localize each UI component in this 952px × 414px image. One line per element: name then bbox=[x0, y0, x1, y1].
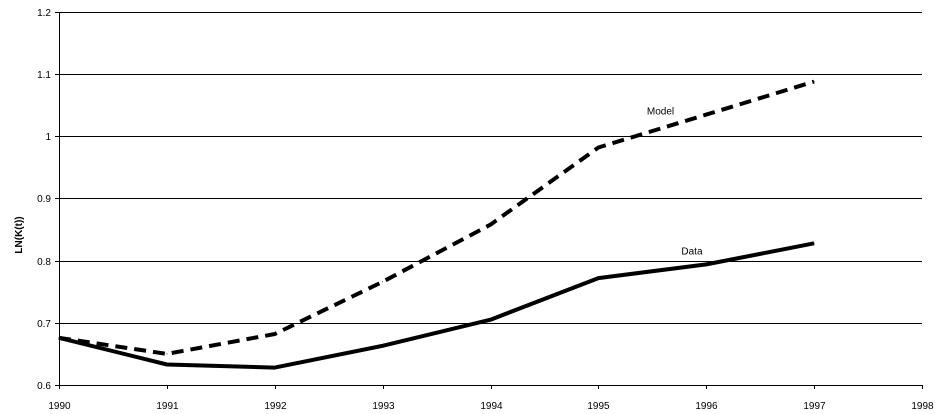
data-point-model bbox=[813, 81, 815, 83]
x-tick-label: 1990 bbox=[48, 401, 71, 412]
data-point-data bbox=[58, 337, 60, 339]
data-point-model bbox=[166, 353, 168, 355]
y-tick-label: 1 bbox=[45, 132, 51, 143]
data-point-model bbox=[274, 333, 276, 335]
data-point-data bbox=[274, 367, 276, 369]
y-tick-label: 0.9 bbox=[37, 194, 51, 205]
series-line-model bbox=[58, 79, 815, 356]
x-tick-label: 1993 bbox=[372, 401, 395, 412]
y-tick-label: 0.8 bbox=[37, 257, 51, 268]
gridlines bbox=[59, 12, 922, 324]
y-tick-label: 1.2 bbox=[37, 8, 51, 19]
axes bbox=[59, 12, 922, 386]
data-point-data bbox=[705, 263, 707, 265]
data-point-model bbox=[597, 147, 599, 148]
data-point-data bbox=[490, 319, 491, 321]
data-point-data bbox=[597, 277, 599, 279]
series-line-data bbox=[58, 241, 815, 370]
annotation-data: Data bbox=[681, 246, 703, 257]
data-point-model bbox=[382, 281, 384, 283]
x-tick-label: 1997 bbox=[803, 401, 826, 412]
data-point-model bbox=[490, 224, 491, 226]
y-tick-label: 0.6 bbox=[37, 381, 51, 392]
annotation-model: Model bbox=[647, 107, 674, 118]
x-tick-label: 1994 bbox=[480, 401, 503, 412]
tick-labels: 0.6 0.7 0.8 0.9 1 1.1 1.2 1990 1991 1992 1993 1994 1… bbox=[37, 8, 934, 412]
data-point-model bbox=[705, 114, 707, 116]
x-tick-label: 1991 bbox=[156, 401, 179, 412]
series-lines bbox=[58, 79, 815, 370]
data-point-data bbox=[382, 345, 384, 347]
y-tick-label: 1.1 bbox=[37, 70, 51, 81]
y-tick-label: 0.7 bbox=[37, 319, 51, 330]
data-point-data bbox=[813, 242, 815, 244]
x-tick-label: 1992 bbox=[264, 401, 287, 412]
x-tick-label: 1998 bbox=[911, 401, 934, 412]
x-tick-label: 1995 bbox=[587, 401, 610, 412]
data-point-data bbox=[166, 364, 168, 365]
annotations: Model Data bbox=[647, 107, 703, 258]
y-axis-label: LN(K(t)) bbox=[14, 216, 25, 253]
x-tick-label: 1996 bbox=[695, 401, 718, 412]
